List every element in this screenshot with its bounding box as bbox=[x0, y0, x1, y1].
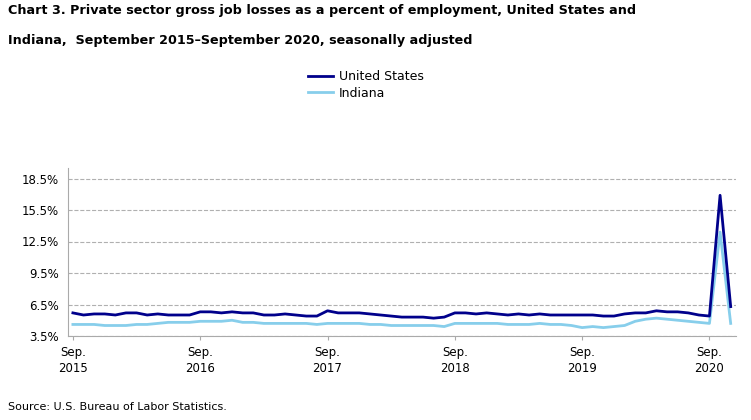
Indiana bbox=[726, 321, 735, 326]
Text: Source: U.S. Bureau of Labor Statistics.: Source: U.S. Bureau of Labor Statistics. bbox=[8, 402, 226, 412]
Legend: United States, Indiana: United States, Indiana bbox=[308, 70, 424, 100]
United States bbox=[397, 315, 406, 320]
United States bbox=[429, 316, 438, 321]
United States bbox=[249, 310, 258, 315]
Text: Chart 3. Private sector gross job losses as a percent of employment, United Stat: Chart 3. Private sector gross job losses… bbox=[8, 4, 635, 17]
United States bbox=[376, 312, 385, 318]
United States bbox=[535, 312, 544, 317]
Indiana bbox=[68, 322, 77, 327]
Line: Indiana: Indiana bbox=[73, 232, 731, 328]
Indiana bbox=[716, 229, 725, 234]
United States bbox=[705, 313, 714, 318]
Indiana bbox=[705, 321, 714, 326]
United States bbox=[270, 312, 279, 318]
United States bbox=[726, 304, 735, 309]
United States bbox=[716, 193, 725, 198]
Indiana bbox=[525, 322, 534, 327]
Indiana bbox=[249, 320, 258, 325]
Indiana bbox=[578, 325, 587, 330]
Indiana bbox=[397, 323, 406, 328]
Text: Indiana,  September 2015–September 2020, seasonally adjusted: Indiana, September 2015–September 2020, … bbox=[8, 34, 472, 47]
Indiana bbox=[376, 322, 385, 327]
Line: United States: United States bbox=[73, 195, 731, 318]
United States bbox=[68, 310, 77, 315]
Indiana bbox=[270, 321, 279, 326]
